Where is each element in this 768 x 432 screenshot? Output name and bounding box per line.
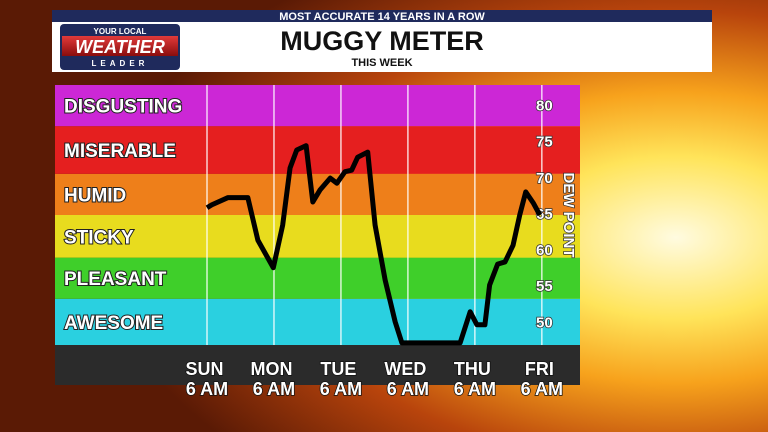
x-tick-label: TUE 6 AM — [320, 359, 362, 399]
chart-title: MUGGY METER — [280, 26, 484, 56]
x-tick-label: WED 6 AM — [384, 359, 431, 399]
band — [55, 298, 580, 345]
band-label: MISERABLE — [64, 141, 176, 162]
band-label: HUMID — [64, 185, 126, 206]
logo-top: YOUR LOCAL — [94, 27, 147, 36]
banner-text: MOST ACCURATE 14 YEARS IN A ROW — [279, 11, 485, 23]
chart-subtitle: THIS WEEK — [351, 57, 412, 69]
band-label: STICKY — [64, 227, 134, 248]
band-label: PLEASANT — [64, 269, 167, 290]
y-tick-label: 55 — [536, 278, 553, 295]
band-label: DISGUSTING — [64, 97, 182, 118]
x-tick-label: FRI 6 AM — [521, 359, 563, 399]
x-tick-label: MON 6 AM — [250, 359, 297, 399]
y-tick-label: 75 — [536, 134, 553, 151]
band — [55, 126, 580, 174]
logo-band — [62, 36, 178, 56]
banner-bar — [52, 10, 712, 22]
band — [55, 215, 580, 258]
band-label: AWESOME — [64, 313, 163, 334]
y-tick-label: 70 — [536, 170, 553, 187]
y-axis-label: DEW POINT — [560, 173, 577, 258]
x-tick-label: THU 6 AM — [454, 359, 496, 399]
logo-main: WEATHER — [75, 37, 165, 57]
y-tick-label: 80 — [536, 98, 553, 115]
line — [205, 143, 543, 346]
x-axis-strip — [55, 345, 580, 385]
x-tick-label: SUN 6 AM — [186, 359, 229, 399]
band — [55, 85, 580, 127]
logo-bottom: LEADER — [92, 59, 149, 68]
y-tick-label: 50 — [536, 314, 553, 331]
y-tick-label: 60 — [536, 242, 553, 259]
plot: AWESOME PLEASANT STICKY HUMID MISERABLE DISGU… — [55, 85, 580, 400]
